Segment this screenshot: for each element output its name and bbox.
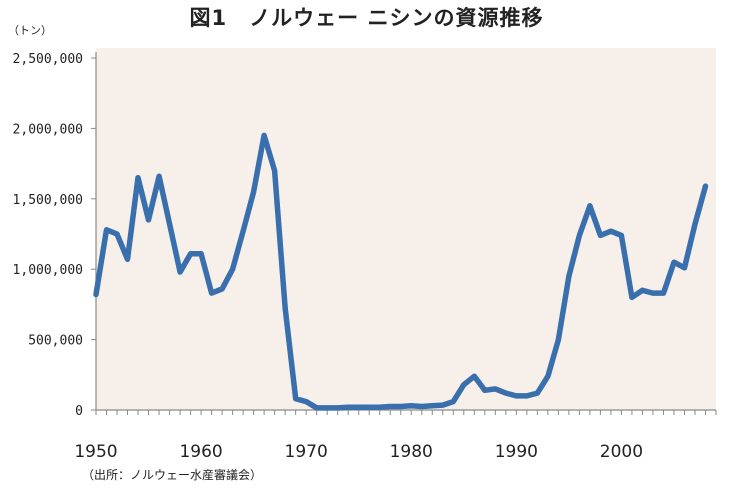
data-point xyxy=(261,133,267,138)
data-point xyxy=(146,217,151,223)
data-point xyxy=(503,390,508,396)
data-point xyxy=(377,405,382,410)
data-point xyxy=(230,267,235,272)
data-point xyxy=(293,396,298,401)
data-point xyxy=(304,399,309,404)
data-point xyxy=(409,403,414,408)
y-tick-label: 1,000,000 xyxy=(13,263,83,278)
data-point xyxy=(430,403,435,408)
data-point xyxy=(356,405,361,410)
y-tick-label: 500,000 xyxy=(28,334,83,349)
data-point xyxy=(451,399,456,404)
data-point xyxy=(135,175,141,180)
data-point xyxy=(251,189,256,194)
data-point xyxy=(682,265,687,270)
data-point xyxy=(535,390,540,396)
data-point xyxy=(482,388,487,393)
data-point xyxy=(650,290,656,296)
x-tick-label: 1970 xyxy=(285,442,328,462)
data-point xyxy=(240,229,246,234)
data-point xyxy=(325,405,330,411)
data-point xyxy=(514,393,519,399)
data-point xyxy=(335,405,340,411)
data-point xyxy=(367,405,372,410)
data-point xyxy=(461,382,466,387)
x-tick-label: 1950 xyxy=(74,442,117,462)
x-axis: 1950 1960 1970 1980 1990 2000 xyxy=(74,409,717,462)
data-point xyxy=(671,260,677,265)
data-point xyxy=(188,251,193,256)
data-point xyxy=(566,274,572,279)
y-tick-label: 2,000,000 xyxy=(13,122,83,137)
data-point xyxy=(177,269,183,275)
data-point xyxy=(587,203,593,208)
data-point xyxy=(283,306,288,311)
data-point xyxy=(692,221,698,227)
y-tick-label: 1,500,000 xyxy=(13,193,83,208)
data-point xyxy=(125,257,130,262)
data-point xyxy=(209,290,214,296)
data-point xyxy=(524,393,529,399)
data-point xyxy=(703,183,708,189)
data-point xyxy=(314,405,319,411)
plot-background xyxy=(96,48,716,410)
y-axis-unit-label: （トン） xyxy=(8,24,52,37)
data-point xyxy=(577,233,582,238)
data-point xyxy=(167,221,172,227)
data-point xyxy=(440,402,445,408)
data-point xyxy=(619,233,624,238)
data-point xyxy=(545,374,551,379)
data-point xyxy=(598,233,603,238)
data-point xyxy=(419,404,424,409)
data-point xyxy=(272,168,277,173)
series-layer xyxy=(93,132,709,411)
data-point xyxy=(472,374,477,379)
y-axis: 2,500,000 2,000,000 1,500,000 1,000,000 500,… xyxy=(13,52,97,419)
data-point xyxy=(114,231,120,237)
x-tick-label: 2000 xyxy=(600,442,643,462)
y-tick-label: 2,500,000 xyxy=(13,52,83,67)
data-point xyxy=(398,404,403,409)
data-point xyxy=(93,292,99,297)
data-point xyxy=(219,286,225,292)
data-point xyxy=(104,227,109,232)
x-tick-label: 1960 xyxy=(179,442,222,462)
data-point xyxy=(493,386,498,392)
data-point xyxy=(556,337,561,342)
y-tick-label: 0 xyxy=(75,404,83,419)
data-point xyxy=(156,174,162,179)
chart-title: 図1 ノルウェー ニシンの資源推移 xyxy=(189,6,544,30)
x-tick-label: 1980 xyxy=(390,442,433,462)
data-point xyxy=(198,251,204,256)
data-point xyxy=(608,229,614,234)
data-point xyxy=(629,295,635,300)
data-point xyxy=(640,288,645,293)
data-point xyxy=(661,290,666,296)
x-tick-label: 1990 xyxy=(495,442,538,462)
data-point xyxy=(388,404,393,409)
data-point xyxy=(346,405,351,410)
source-note: （出所：ノルウェー水産審議会） xyxy=(82,468,263,482)
